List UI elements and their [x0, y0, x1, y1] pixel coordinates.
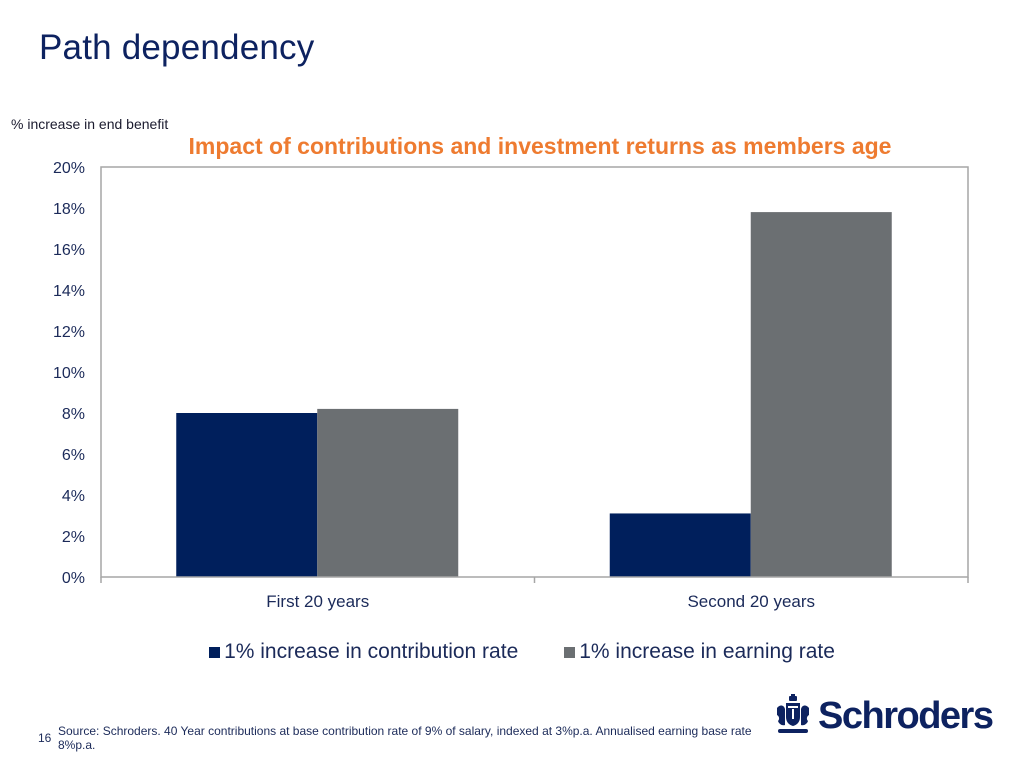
- y-tick-label: 10%: [53, 365, 85, 382]
- bar-earning-1: [317, 408, 459, 577]
- y-tick-label: 14%: [53, 283, 85, 300]
- axis-layer: 0% 2% 4% 6% 8% 10% 12% 14% 16% 18% 20% First 20 yea…: [53, 160, 969, 611]
- legend-item-earning: 1% increase in earning rate: [564, 640, 835, 664]
- logo-text: Schroders: [818, 694, 994, 737]
- legend-swatch-earning: [564, 646, 576, 658]
- y-tick-label: 2%: [62, 529, 85, 546]
- y-tick-label: 12%: [53, 324, 85, 341]
- source-note: Source: Schroders. 40 Year contributions…: [58, 724, 752, 752]
- chart-title: Impact of contributions and investment r…: [188, 133, 892, 159]
- coat-of-arms-icon: [777, 694, 809, 733]
- bar-contribution-2: [609, 513, 751, 577]
- y-tick-label: 4%: [62, 488, 85, 505]
- schroders-logo: Schroders: [774, 694, 994, 738]
- y-axis-label: % increase in end benefit: [11, 116, 169, 132]
- y-tick-label: 6%: [62, 447, 85, 464]
- legend-label-contribution: 1% increase in contribution rate: [224, 640, 519, 663]
- page-number: 16: [38, 731, 52, 745]
- x-category-label: First 20 years: [266, 592, 369, 611]
- slide-title: Path dependency: [39, 28, 315, 67]
- y-tick-label: 8%: [62, 406, 85, 423]
- legend-label-earning: 1% increase in earning rate: [579, 640, 835, 663]
- y-tick-label: 0%: [62, 570, 85, 587]
- bars-layer: [176, 212, 892, 577]
- x-category-label: Second 20 years: [687, 592, 815, 611]
- y-tick-label: 20%: [53, 160, 85, 177]
- legend: 1% increase in contribution rate 1% incr…: [0, 640, 1024, 664]
- bar-earning-2: [750, 212, 892, 577]
- y-tick-label: 16%: [53, 242, 85, 259]
- y-tick-label: 18%: [53, 201, 85, 218]
- bar-contribution-1: [176, 413, 318, 577]
- legend-swatch-contribution: [209, 646, 221, 658]
- legend-item-contribution: 1% increase in contribution rate: [209, 640, 518, 664]
